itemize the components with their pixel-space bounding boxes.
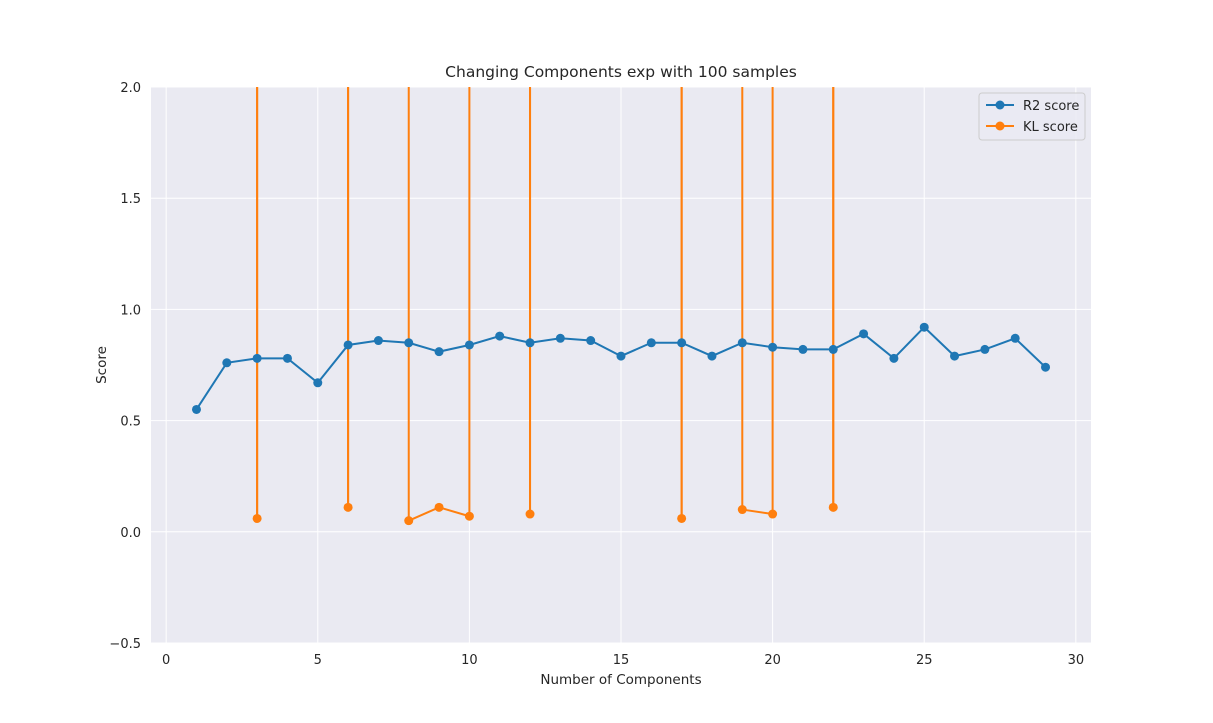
x-tick-label: 15 <box>613 653 630 668</box>
r2-score-point <box>586 336 596 346</box>
kl-score-point <box>434 502 444 512</box>
kl-score-point <box>343 502 353 512</box>
kl-score-point <box>252 513 262 523</box>
r2-score-point <box>828 344 838 354</box>
y-tick-label: −0.5 <box>109 637 141 652</box>
kl-score-point <box>404 516 414 526</box>
r2-score-point <box>313 378 323 388</box>
r2-score-point <box>373 336 383 346</box>
tick-labels: 0 5 10 15 20 25 30 −0.5 0.0 0.5 1.0 1.5 2.0 <box>109 81 1084 668</box>
r2-score-point <box>768 342 778 352</box>
r2-score-point <box>222 358 232 368</box>
r2-score-point <box>282 353 292 363</box>
r2-score-point <box>919 322 929 332</box>
kl-score-segment <box>408 506 440 522</box>
legend-marker <box>995 100 1005 110</box>
x-tick-label: 10 <box>461 653 478 668</box>
kl-score-lines <box>256 87 835 522</box>
legend-label: KL score <box>1023 120 1078 135</box>
r2-score-point <box>404 338 414 348</box>
legend-label: R2 score <box>1023 99 1079 114</box>
r2-score-point <box>252 353 262 363</box>
r2-score-point <box>616 351 626 361</box>
kl-score-point <box>737 505 747 515</box>
y-tick-label: 1.0 <box>120 303 141 318</box>
r2-score-point <box>737 338 747 348</box>
r2-score-point <box>191 404 201 414</box>
r2-score-point <box>980 344 990 354</box>
kl-score-segment <box>438 506 470 518</box>
y-tick-label: 1.5 <box>120 192 141 207</box>
kl-score-segment <box>742 508 773 515</box>
y-tick-label: 2.0 <box>120 81 141 96</box>
kl-score-point <box>828 502 838 512</box>
r2-score-point <box>889 353 899 363</box>
r2-score-point <box>464 340 474 350</box>
chart-title: Changing Components exp with 100 samples <box>445 63 797 81</box>
r2-score-point <box>646 338 656 348</box>
r2-score-point <box>950 351 960 361</box>
r2-score-point <box>525 338 535 348</box>
kl-score-point <box>464 511 474 521</box>
x-tick-label: 20 <box>764 653 781 668</box>
r2-score-point <box>798 344 808 354</box>
r2-score-point <box>343 340 353 350</box>
kl-score-point <box>525 509 535 519</box>
r2-score-point <box>434 347 444 357</box>
legend-marker <box>995 121 1005 131</box>
data-points <box>191 322 1051 526</box>
r2-score-point <box>677 338 687 348</box>
r2-score-point <box>555 333 565 343</box>
r2-score-point <box>1010 333 1020 343</box>
x-tick-label: 25 <box>916 653 933 668</box>
kl-score-point <box>677 513 687 523</box>
x-tick-label: 30 <box>1068 653 1085 668</box>
r2-score-point <box>859 329 869 339</box>
legend: R2 score KL score <box>978 92 1086 141</box>
y-tick-label: 0.5 <box>120 415 141 430</box>
r2-score-point <box>495 331 505 341</box>
r2-score-point <box>1041 362 1051 372</box>
kl-score-point <box>768 509 778 519</box>
r2-score-point <box>707 351 717 361</box>
y-axis-label: Score <box>94 346 110 384</box>
x-tick-label: 0 <box>162 653 170 668</box>
x-axis-label: Number of Components <box>540 672 701 688</box>
y-tick-label: 0.0 <box>120 526 141 541</box>
x-tick-label: 5 <box>314 653 322 668</box>
